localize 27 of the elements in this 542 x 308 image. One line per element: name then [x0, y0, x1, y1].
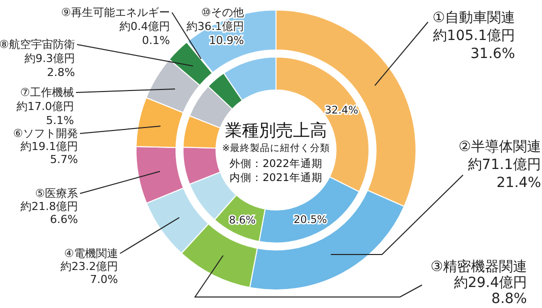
data-label: 約9.3億円 2.8%	[24, 52, 75, 79]
text: 内側：2021年通期	[230, 171, 322, 184]
data-label: 20.5%	[294, 214, 328, 226]
data-label: 約105.1億円 31.6%	[432, 28, 515, 62]
text: 外側：2022年通期	[230, 157, 322, 170]
slice-label: ⑨再生可能エネルギー	[61, 6, 170, 19]
slice-label: ⑧航空宇宙防衛	[0, 38, 75, 51]
data-label: 約71.1億円 21.4%	[468, 157, 541, 191]
text: ※最終製品に紐付く分類	[222, 142, 330, 154]
slice-label: ⑦工作機械	[20, 86, 74, 99]
slice-label: ⑩その他	[201, 6, 244, 19]
data-label: 約19.1億円 5.7%	[20, 140, 78, 166]
slice-label: ③精密機器関連	[430, 259, 527, 275]
text: 業種別売上高	[225, 121, 327, 141]
slice-label: ⑥ソフト開発	[13, 127, 78, 140]
data-label: 約21.8億円 6.6%	[20, 200, 78, 226]
data-label: 8.6%	[229, 214, 256, 226]
slice-label: ⑤医療系	[35, 187, 78, 200]
slice-label: ①自動車関連	[432, 10, 515, 26]
data-label: 32.4%	[324, 104, 358, 117]
data-label: 約36.1億円 10.9%	[186, 20, 244, 47]
data-label: 約23.2億円 7.0%	[60, 260, 118, 286]
slice-label: ④電機関連	[64, 247, 118, 260]
data-label: 約0.4億円 0.1%	[120, 20, 170, 47]
data-label: 約17.0億円 5.1%	[16, 100, 74, 127]
slice-label: ②半導体関連	[458, 139, 541, 155]
data-label: 約29.4億円 8.8%	[454, 275, 527, 307]
